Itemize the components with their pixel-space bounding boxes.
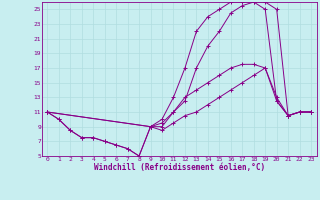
X-axis label: Windchill (Refroidissement éolien,°C): Windchill (Refroidissement éolien,°C) — [94, 163, 265, 172]
